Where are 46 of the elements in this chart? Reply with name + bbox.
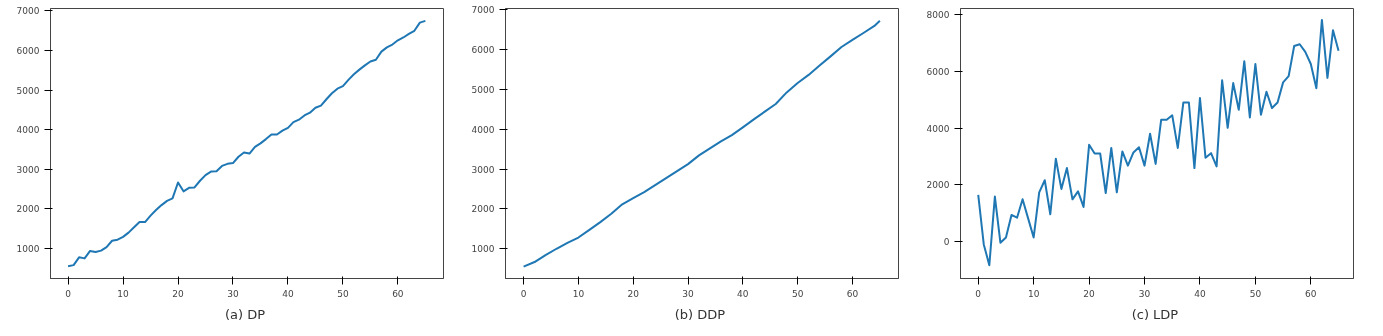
text: (a) DP	[224, 306, 266, 322]
x-tick-label: 30	[682, 288, 695, 299]
x-tick-label: 10	[117, 288, 130, 299]
y-tick-label: 0	[943, 237, 950, 248]
x-tick-label: 20	[627, 288, 640, 299]
x-tick-label: 10	[572, 288, 585, 299]
x-tick-label: 0	[65, 288, 72, 299]
y-tick-label: 6000	[471, 44, 495, 55]
y-tick-label: 8000	[926, 10, 950, 21]
x-tick-label: 30	[227, 288, 239, 299]
y-tick-label: 7000	[16, 6, 40, 17]
y-tick-label: 3000	[471, 164, 495, 175]
y-tick-label: 4000	[16, 125, 40, 136]
x-tick-label: 20	[172, 288, 185, 299]
x-tick-label: 0	[975, 288, 982, 299]
x-tick-label: 60	[846, 288, 859, 299]
y-tick-label: 6000	[926, 66, 950, 77]
x-tick-label: 30	[1138, 288, 1151, 299]
y-tick-label: 5000	[471, 84, 495, 95]
y-tick-label: 1000	[471, 244, 495, 255]
line-series	[67, 19, 427, 268]
x-tick-label: 50	[791, 288, 804, 299]
x-tick-label: 40	[1194, 288, 1206, 299]
y-tick-label: 1000	[16, 243, 40, 254]
x-tick-label: 10	[1027, 288, 1040, 299]
line-series	[977, 18, 1340, 267]
y-tick-label: 7000	[471, 5, 495, 16]
x-tick-label: 60	[1305, 288, 1317, 299]
x-tick-label: 0	[520, 288, 527, 299]
y-tick-label: 2000	[16, 204, 40, 215]
y-tick-label: 5000	[16, 85, 40, 96]
line-series	[522, 19, 881, 268]
x-tick-label: 20	[1083, 288, 1096, 299]
x-tick-label: 50	[337, 288, 349, 299]
y-tick-label: 6000	[16, 46, 40, 57]
y-tick-label: 2000	[471, 204, 495, 215]
text: (b) DDP	[674, 306, 726, 322]
x-tick-label: 60	[392, 288, 404, 299]
y-tick-label: 4000	[926, 123, 950, 134]
y-tick-label: 4000	[471, 124, 495, 135]
x-tick-label: 40	[282, 288, 294, 299]
x-tick-label: 40	[737, 288, 749, 299]
y-tick-label: 2000	[926, 180, 950, 191]
text: (c) LDP	[1131, 306, 1179, 322]
y-tick-label: 3000	[16, 164, 40, 175]
x-tick-label: 50	[1249, 288, 1262, 299]
